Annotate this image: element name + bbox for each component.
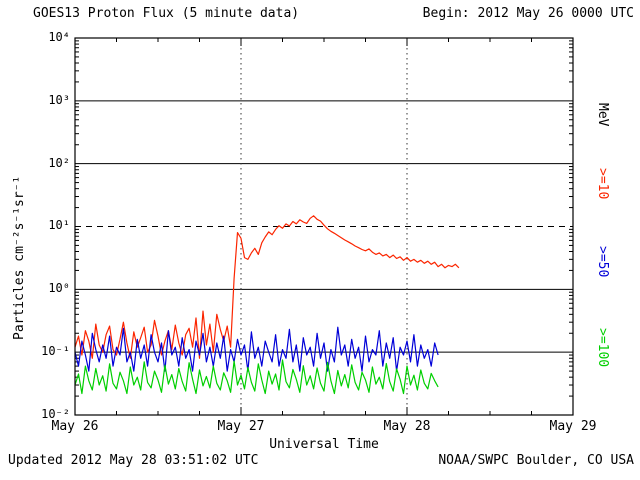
series-line-gege100 — [74, 359, 439, 395]
series-line-gege50 — [74, 326, 439, 372]
x-tick-label: May 29 — [549, 419, 597, 434]
x-tick-label: May 28 — [383, 419, 431, 434]
updated-timestamp: Updated 2012 May 28 03:51:02 UTC — [8, 453, 259, 468]
data-source-label: NOAA/SWPC Boulder, CO USA — [438, 453, 634, 468]
x-tick-label: May 26 — [51, 419, 99, 434]
series-line-gege10 — [74, 215, 460, 359]
y-tick-label: 10⁻² — [41, 407, 70, 421]
y-tick-label: 10⁻¹ — [41, 344, 70, 358]
y-axis-label: Particles cm⁻²s⁻¹sr⁻¹ — [12, 175, 27, 340]
x-tick-label: May 27 — [217, 419, 265, 434]
plot-frame — [74, 37, 574, 416]
begin-time-label: Begin: 2012 May 26 0000 UTC — [422, 6, 634, 21]
series-label-ge50: >=50 — [595, 246, 610, 278]
y-tick-label: 10⁰ — [48, 281, 70, 295]
y-tick-label: 10¹ — [48, 218, 70, 232]
series-label-ge100: >=100 — [595, 328, 610, 368]
series-label-ge10: >=10 — [595, 168, 610, 200]
x-axis-label: Universal Time — [269, 437, 379, 452]
y-tick-label: 10⁴ — [48, 30, 70, 44]
y-tick-label: 10² — [48, 156, 70, 170]
chart-title: GOES13 Proton Flux (5 minute data) — [33, 6, 300, 21]
y-tick-label: 10³ — [48, 93, 70, 107]
right-axis-unit-label: MeV — [595, 103, 610, 127]
